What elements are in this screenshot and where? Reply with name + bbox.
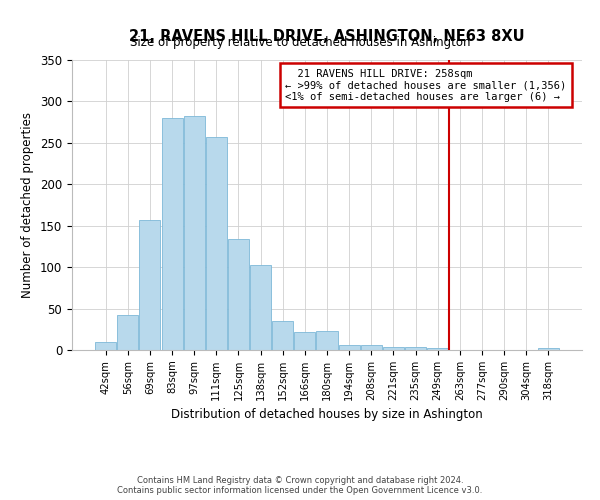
Bar xyxy=(383,346,404,350)
Bar xyxy=(427,348,448,350)
Y-axis label: Number of detached properties: Number of detached properties xyxy=(22,112,34,298)
Bar xyxy=(95,342,116,350)
Bar xyxy=(184,116,205,350)
Bar xyxy=(206,137,227,350)
Bar xyxy=(316,331,338,350)
Bar xyxy=(338,345,359,350)
Bar xyxy=(139,220,160,350)
Bar xyxy=(295,332,316,350)
Text: 21 RAVENS HILL DRIVE: 258sqm  
← >99% of detached houses are smaller (1,356)
<1%: 21 RAVENS HILL DRIVE: 258sqm ← >99% of d… xyxy=(286,68,567,102)
Bar xyxy=(118,315,139,350)
Bar xyxy=(161,118,182,350)
X-axis label: Distribution of detached houses by size in Ashington: Distribution of detached houses by size … xyxy=(171,408,483,422)
Bar xyxy=(250,264,271,350)
Title: 21, RAVENS HILL DRIVE, ASHINGTON, NE63 8XU: 21, RAVENS HILL DRIVE, ASHINGTON, NE63 8… xyxy=(129,28,525,44)
Bar xyxy=(361,345,382,350)
Bar xyxy=(538,348,559,350)
Bar xyxy=(405,346,426,350)
Bar xyxy=(272,321,293,350)
Text: Contains HM Land Registry data © Crown copyright and database right 2024.
Contai: Contains HM Land Registry data © Crown c… xyxy=(118,476,482,495)
Bar xyxy=(228,239,249,350)
Text: Size of property relative to detached houses in Ashington: Size of property relative to detached ho… xyxy=(130,36,470,49)
